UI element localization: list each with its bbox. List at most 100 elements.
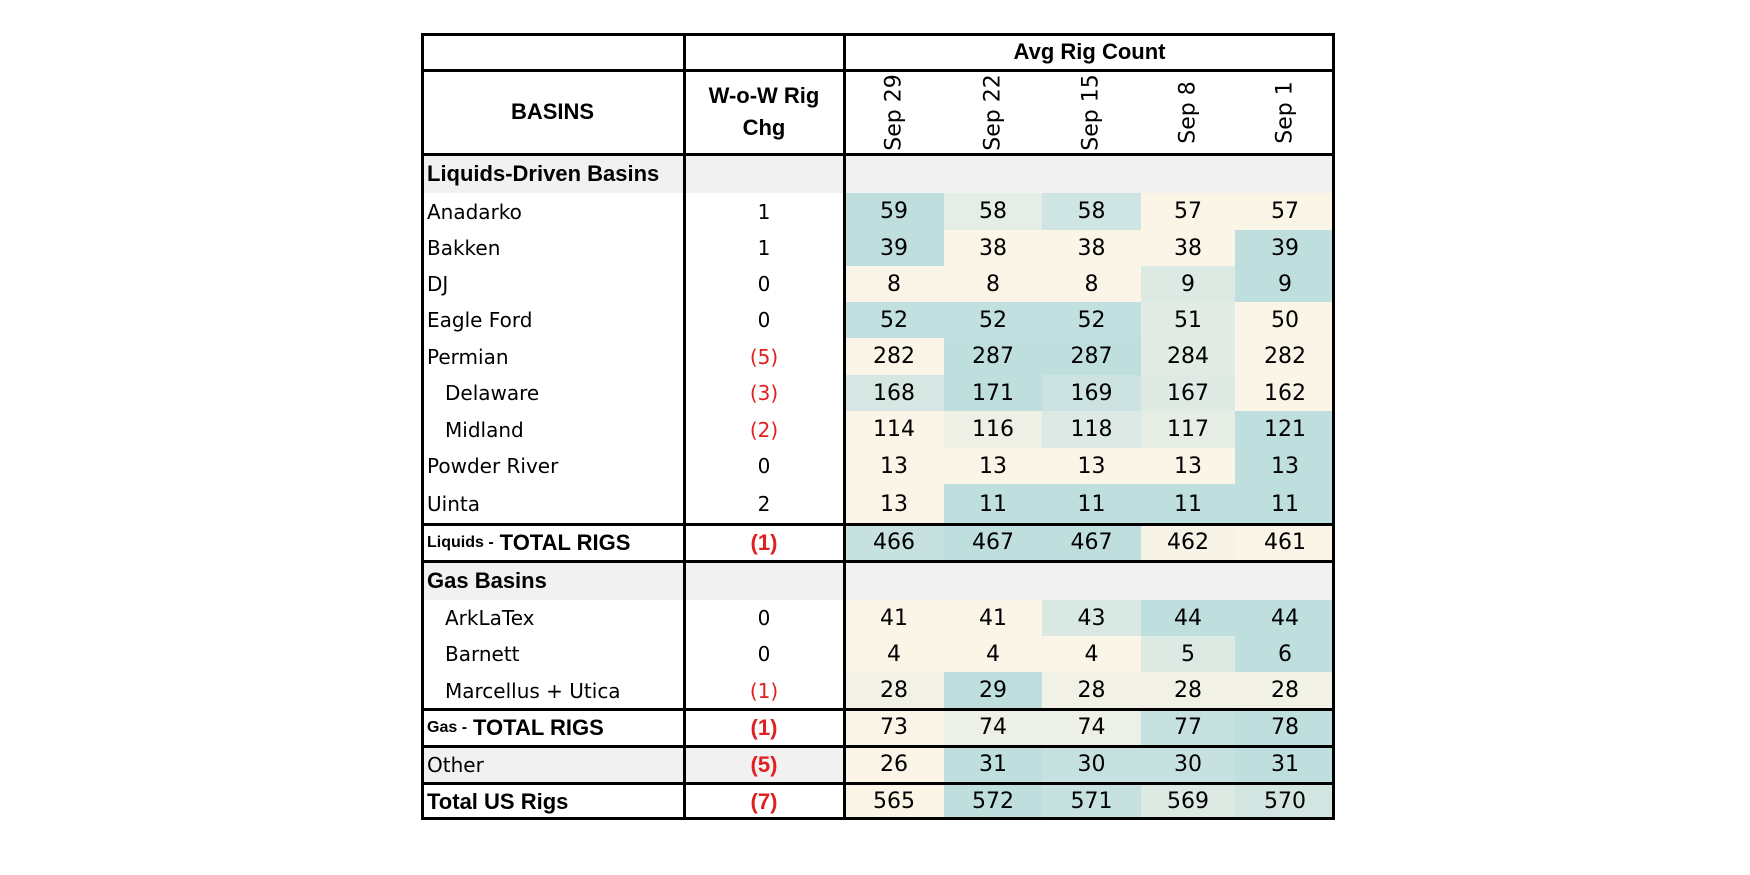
total-us-change: (7) (750, 788, 778, 814)
total-us-value-2: 571 (1042, 783, 1141, 820)
border-bottom (421, 817, 1335, 820)
basin-value-marcellus-utica-0: 28 (844, 672, 944, 709)
avg-rig-count-header: Avg Rig Count (1013, 38, 1166, 64)
basin-value-anadarko-4: 57 (1235, 193, 1335, 230)
basin-label-midland: Midland (445, 417, 524, 442)
basin-label-delaware: Delaware (445, 381, 540, 405)
liquids-section-title: Liquids-Driven Basins (421, 154, 844, 193)
basin-value-delaware-3: 167 (1141, 375, 1235, 411)
basin-value-delaware-1: 171 (944, 375, 1042, 411)
basin-value-delaware-0: 168 (844, 375, 944, 411)
basin-value-dj-1: 8 (944, 266, 1042, 302)
basin-value-dj-4: 9 (1235, 266, 1335, 302)
gas-total-value-4: 78 (1235, 709, 1335, 746)
other-value-2: 30 (1042, 746, 1141, 783)
border-col-2 (843, 33, 846, 820)
basin-value-dj-2: 8 (1042, 266, 1141, 302)
border-other-bottom (421, 782, 1335, 785)
basin-value-powder-river-2: 13 (1042, 448, 1141, 484)
other-value-1: 31 (944, 746, 1042, 783)
basin-value-eagle-ford-0: 52 (844, 302, 944, 338)
total-us-value-3: 569 (1141, 783, 1235, 820)
basin-change-barnett: 0 (757, 642, 771, 666)
basin-value-barnett-1: 4 (944, 636, 1042, 672)
basin-value-permian-0: 282 (844, 338, 944, 375)
basin-value-permian-1: 287 (944, 338, 1042, 375)
border-col-1 (683, 33, 686, 820)
gas-total-value-3: 77 (1141, 709, 1235, 746)
total-us-value-4: 570 (1235, 783, 1335, 820)
basin-label-barnett: Barnett (445, 642, 520, 666)
basin-change-dj: 0 (757, 272, 771, 296)
basin-value-bakken-1: 38 (944, 230, 1042, 266)
basin-value-powder-river-3: 13 (1141, 448, 1235, 484)
wow-change-header: W-o-W Rig Chg (684, 70, 844, 154)
gas-total-value-0: 73 (844, 709, 944, 746)
basin-change-marcellus-utica: (1) (749, 678, 779, 703)
liquids-total-value-4: 461 (1235, 524, 1335, 561)
basin-value-permian-2: 287 (1042, 338, 1141, 375)
date-header-sep29: Sep 29 (881, 73, 907, 151)
basin-value-eagle-ford-2: 52 (1042, 302, 1141, 338)
liquids-total-label: Liquids - TOTAL RIGS (421, 524, 684, 561)
liquids-total-text: TOTAL RIGS (499, 529, 631, 555)
basin-label-eagle-ford: Eagle Ford (427, 308, 533, 332)
basin-label-uinta: Uinta (427, 492, 480, 516)
basin-label-powder-river: Powder River (427, 454, 559, 478)
liquids-total-change: (1) (750, 529, 778, 555)
liquids-total-value-1: 467 (944, 524, 1042, 561)
basin-value-powder-river-0: 13 (844, 448, 944, 484)
gas-total-label: Gas - TOTAL RIGS (421, 709, 684, 746)
basin-label-anadarko: Anadarko (427, 199, 522, 224)
border-header-2 (421, 153, 1335, 156)
basin-change-powder-river: 0 (757, 454, 771, 478)
basin-value-uinta-3: 11 (1141, 484, 1235, 524)
basin-value-arklatex-1: 41 (944, 600, 1042, 636)
basin-label-arklatex: ArkLaTex (445, 606, 535, 630)
basin-value-eagle-ford-3: 51 (1141, 302, 1235, 338)
basin-value-eagle-ford-4: 50 (1235, 302, 1335, 338)
basin-value-bakken-4: 39 (1235, 230, 1335, 266)
basin-value-arklatex-2: 43 (1042, 600, 1141, 636)
other-row-change: (5) (684, 746, 844, 783)
basin-value-powder-river-1: 13 (944, 448, 1042, 484)
border-header-1 (421, 69, 1335, 72)
liquids-total-value-2: 467 (1042, 524, 1141, 561)
rig-count-table: Avg Rig Count BASINS W-o-W Rig Chg Sep 2… (421, 33, 1335, 820)
basin-value-midland-3: 117 (1141, 411, 1235, 448)
basin-value-arklatex-3: 44 (1141, 600, 1235, 636)
basin-change-delaware: (3) (749, 381, 779, 405)
basin-value-powder-river-4: 13 (1235, 448, 1335, 484)
basin-label-bakken: Bakken (427, 236, 501, 260)
basin-value-marcellus-utica-1: 29 (944, 672, 1042, 709)
basin-value-midland-4: 121 (1235, 411, 1335, 448)
basin-value-permian-4: 282 (1235, 338, 1335, 375)
basin-value-uinta-0: 13 (844, 484, 944, 524)
basin-change-uinta: 2 (757, 492, 771, 516)
gas-total-prefix: Gas - (427, 718, 468, 736)
other-value-3: 30 (1141, 746, 1235, 783)
gas-section-title: Gas Basins (421, 561, 844, 600)
basin-value-delaware-4: 162 (1235, 375, 1335, 411)
gas-total-change: (1) (750, 714, 778, 740)
basins-header: BASINS (510, 99, 595, 124)
basin-value-dj-0: 8 (844, 266, 944, 302)
basin-label-marcellus-utica: Marcellus + Utica (445, 678, 621, 703)
wow-change-header-line1: W-o-W Rig (708, 83, 820, 108)
other-value-0: 26 (844, 746, 944, 783)
basin-value-uinta-4: 11 (1235, 484, 1335, 524)
basin-change-arklatex: 0 (757, 606, 771, 630)
liquids-section-fill (844, 154, 1335, 193)
basin-value-delaware-2: 169 (1042, 375, 1141, 411)
gas-section-fill (844, 561, 1335, 600)
basin-value-anadarko-1: 58 (944, 193, 1042, 230)
liquids-total-value-0: 466 (844, 524, 944, 561)
date-header-sep22: Sep 22 (980, 73, 1006, 151)
gas-total-value-2: 74 (1042, 709, 1141, 746)
total-us-value-0: 565 (844, 783, 944, 820)
liquids-total-prefix: Liquids - (427, 533, 494, 551)
basin-value-midland-1: 116 (944, 411, 1042, 448)
basin-change-permian: (5) (749, 344, 779, 369)
basin-value-eagle-ford-1: 52 (944, 302, 1042, 338)
liquids-total-value-3: 462 (1141, 524, 1235, 561)
